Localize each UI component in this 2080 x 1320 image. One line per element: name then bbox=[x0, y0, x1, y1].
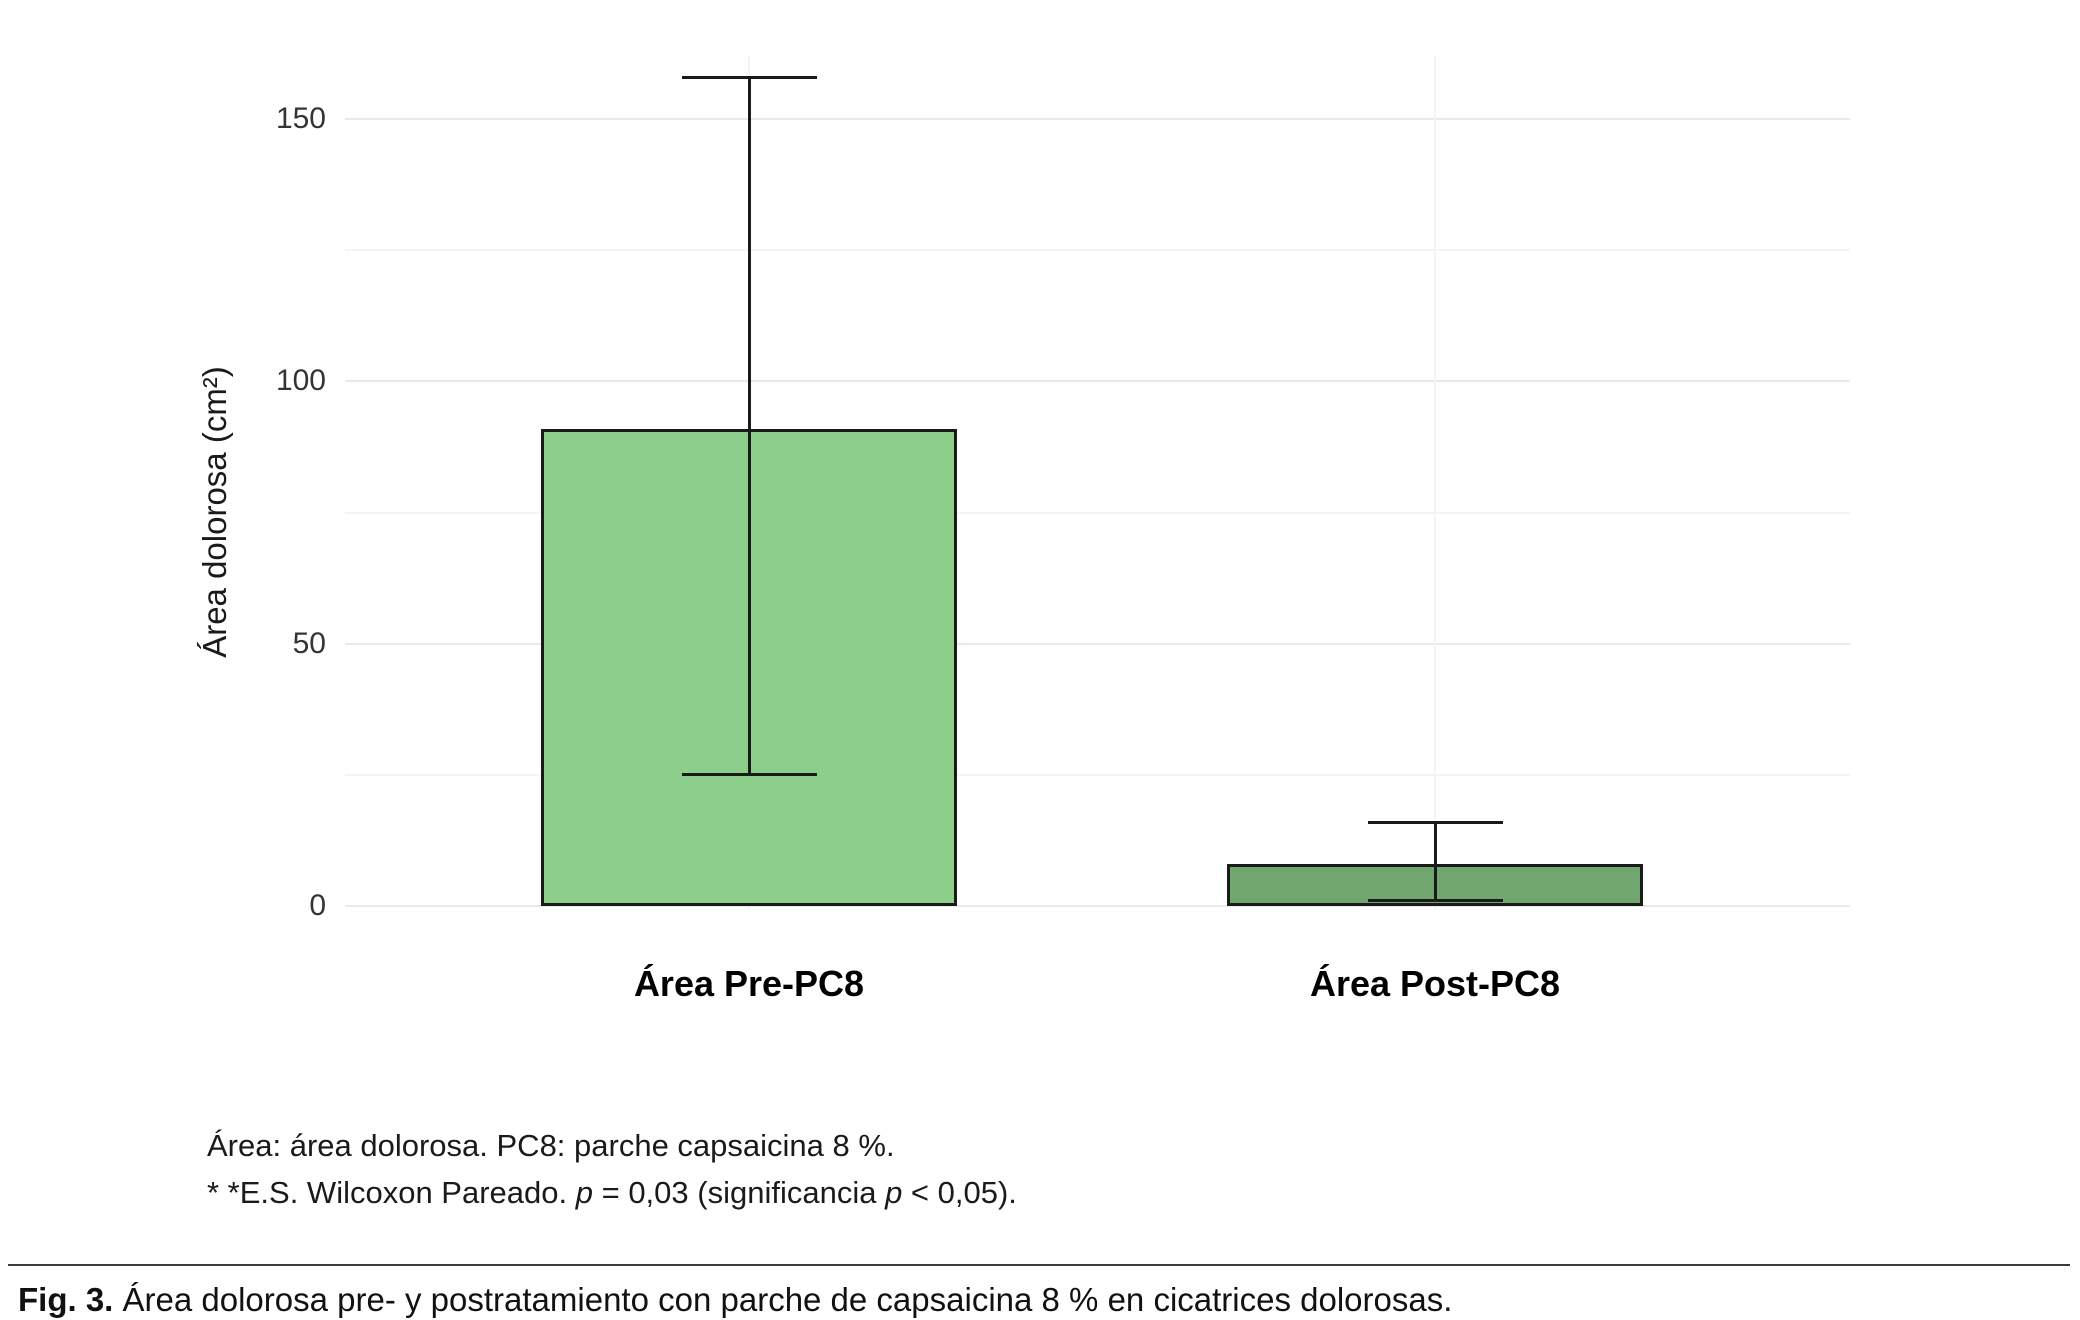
major-gridline bbox=[345, 642, 1850, 645]
error-bar-cap-bottom bbox=[1367, 899, 1503, 903]
figure-caption-text: Área dolorosa pre- y postratamiento con … bbox=[113, 1281, 1453, 1318]
major-gridline bbox=[345, 380, 1850, 383]
minor-gridline bbox=[345, 511, 1850, 514]
y-tick-label: 150 bbox=[275, 102, 326, 135]
footnote-line-2-pre: * *E.S. Wilcoxon Pareado. bbox=[207, 1175, 576, 1210]
figure-caption: Fig. 3. Área dolorosa pre- y postratamie… bbox=[18, 1280, 2060, 1320]
x-category-label: Área Post-PC8 bbox=[1309, 963, 1561, 1004]
footnote-line-2: * *E.S. Wilcoxon Pareado. p = 0,03 (sign… bbox=[207, 1169, 1017, 1216]
vertical-gridline bbox=[1434, 55, 1436, 910]
y-axis-title: Área dolorosa (cm²) bbox=[196, 366, 233, 658]
footnote-line-1: Área: área dolorosa. PC8: parche capsaic… bbox=[207, 1128, 895, 1163]
minor-gridline bbox=[345, 249, 1850, 252]
caption-divider bbox=[8, 1264, 2070, 1266]
figure-footnotes: Área: área dolorosa. PC8: parche capsaic… bbox=[207, 1122, 1017, 1216]
major-gridline bbox=[345, 118, 1850, 120]
x-category-label: Área Pre-PC8 bbox=[633, 963, 865, 1004]
minor-gridline bbox=[345, 773, 1850, 776]
footnote-p-italic-1: p bbox=[575, 1175, 593, 1210]
error-bar-cap-top bbox=[1367, 820, 1503, 824]
footnote-line-2-post: < 0,05). bbox=[902, 1175, 1017, 1210]
y-tick-label: 0 bbox=[309, 889, 326, 922]
footnote-p-italic-2: p bbox=[885, 1175, 903, 1210]
error-bar-line bbox=[747, 77, 751, 775]
error-bar-cap-bottom bbox=[681, 773, 817, 777]
y-tick-label: 100 bbox=[275, 364, 326, 398]
major-gridline bbox=[345, 905, 1850, 907]
footnote-line-2-eq: = 0,03 (significancia bbox=[592, 1175, 886, 1210]
error-bar-cap-top bbox=[681, 75, 817, 79]
y-tick-label: 50 bbox=[292, 626, 326, 660]
error-bar-line bbox=[1433, 822, 1437, 901]
figure-caption-label: Fig. 3. bbox=[18, 1281, 114, 1318]
